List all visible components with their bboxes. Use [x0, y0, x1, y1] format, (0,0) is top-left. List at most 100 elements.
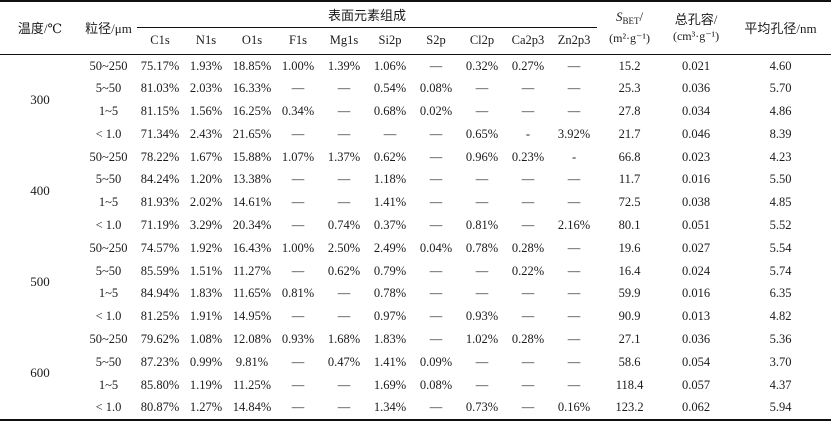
table-row: 1~5 81.15% 1.56% 16.25% 0.34% — 0.68% 0.02% — — — 2…: [0, 100, 831, 123]
value-cell: 18.85%: [232, 58, 272, 73]
header-row-1: 温度/℃ 粒径/μm 表面元素组成 SBET/ (m²·g⁻¹) 总孔容/ (c…: [0, 1, 831, 55]
value-cell: 1.51%: [189, 263, 223, 278]
value-cell: —: [475, 354, 489, 369]
value-cell: 0.99%: [189, 354, 223, 369]
value-cell: —: [337, 286, 351, 301]
value-cell: 81.03%: [140, 81, 180, 96]
value-cell: —: [475, 377, 489, 392]
value-cell: 1.41%: [373, 195, 407, 210]
value-cell: 15.2: [618, 58, 641, 73]
value-cell: 71.34%: [140, 126, 180, 141]
value-cell: 80.1: [618, 218, 641, 233]
header-avg-pore-diameter: 平均孔径/nm: [730, 1, 831, 55]
value-cell: 0.023: [681, 149, 711, 164]
value-cell: 66.8: [618, 149, 641, 164]
particle-size-cell: 5~50: [95, 81, 122, 96]
table-row: 5~50 87.23% 0.99% 9.81% — 0.47% 1.41% 0.09% — — — 5…: [0, 351, 831, 374]
particle-size-cell: 1~5: [98, 377, 119, 392]
value-cell: 2.43%: [189, 126, 223, 141]
value-cell: —: [429, 286, 443, 301]
value-cell: —: [567, 354, 581, 369]
value-cell: 0.057: [681, 377, 711, 392]
value-cell: 0.78%: [465, 240, 499, 255]
value-cell: 3.29%: [189, 218, 223, 233]
value-cell: —: [429, 195, 443, 210]
sbet-subscript: BET: [622, 16, 640, 27]
value-cell: 0.32%: [465, 58, 499, 73]
temperature-cell: 400: [30, 182, 50, 198]
value-cell: 4.23: [769, 149, 792, 164]
value-cell: -: [525, 126, 531, 141]
value-cell: 74.57%: [140, 240, 180, 255]
value-cell: —: [521, 354, 535, 369]
value-cell: 0.08%: [419, 377, 453, 392]
value-cell: 0.054: [681, 354, 711, 369]
header-element-o1s: O1s: [229, 27, 275, 55]
value-cell: —: [429, 218, 443, 233]
value-cell: —: [475, 81, 489, 96]
value-cell: 81.93%: [140, 195, 180, 210]
table-row: < 1.0 71.19% 3.29% 20.34% — 0.74% 0.37% — 0.81% —…: [0, 214, 831, 237]
value-cell: 0.08%: [419, 81, 453, 96]
value-cell: 1.83%: [373, 332, 407, 347]
value-cell: 21.7: [618, 126, 641, 141]
value-cell: 0.97%: [373, 309, 407, 324]
value-cell: —: [475, 263, 489, 278]
value-cell: 1.41%: [373, 354, 407, 369]
value-cell: 16.4: [618, 263, 641, 278]
particle-size-cell: 5~50: [95, 172, 122, 187]
table-row: 300 50~250 75.17% 1.93% 18.85% 1.00% 1.39% 1.06…: [0, 54, 831, 107]
value-cell: —: [337, 377, 351, 392]
value-cell: 6.35: [769, 286, 792, 301]
value-cell: 1.27%: [189, 400, 223, 415]
value-cell: —: [567, 309, 581, 324]
value-cell: 16.33%: [232, 81, 272, 96]
header-particle-size: 粒径/μm: [80, 1, 137, 55]
value-cell: 20.34%: [232, 218, 272, 233]
header-element-c1s: C1s: [137, 27, 183, 55]
pore-volume-units: (cm³·g⁻¹): [672, 28, 720, 43]
header-element-ca2p3: Ca2p3: [505, 27, 551, 55]
value-cell: —: [521, 377, 535, 392]
table-row: 400 50~250 78.22% 1.67% 15.88% 1.07% 1.37% 0.62…: [0, 146, 831, 198]
value-cell: —: [291, 263, 305, 278]
value-cell: 4.86: [769, 104, 792, 119]
value-cell: —: [291, 218, 305, 233]
value-cell: 0.04%: [419, 240, 453, 255]
temperature-cell: 300: [30, 91, 50, 107]
value-cell: 0.96%: [465, 149, 499, 164]
value-cell: —: [521, 309, 535, 324]
value-cell: 0.93%: [465, 309, 499, 324]
value-cell: 5.94: [769, 400, 792, 415]
value-cell: —: [337, 309, 351, 324]
value-cell: 0.73%: [465, 400, 499, 415]
temperature-cell: 600: [30, 365, 50, 381]
pore-volume-label: 总孔容/: [674, 11, 718, 27]
value-cell: 1.91%: [189, 309, 223, 324]
header-element-mg1s: Mg1s: [321, 27, 367, 55]
value-cell: 0.62%: [327, 263, 361, 278]
value-cell: 9.81%: [235, 354, 269, 369]
value-cell: 0.37%: [373, 218, 407, 233]
header-element-f1s: F1s: [275, 27, 321, 55]
value-cell: 118.4: [615, 377, 644, 392]
value-cell: 5.50: [769, 172, 792, 187]
value-cell: 0.16%: [557, 400, 591, 415]
value-cell: —: [337, 195, 351, 210]
value-cell: —: [429, 149, 443, 164]
table-row: 1~5 85.80% 1.19% 11.25% — — 1.69% 0.08% — — — 118.4…: [0, 374, 831, 397]
value-cell: —: [521, 172, 535, 187]
value-cell: —: [475, 195, 489, 210]
value-cell: 2.50%: [327, 240, 361, 255]
value-cell: —: [337, 81, 351, 96]
value-cell: 71.19%: [140, 218, 180, 233]
value-cell: 0.28%: [511, 332, 545, 347]
value-cell: 0.62%: [373, 149, 407, 164]
value-cell: 1.34%: [373, 400, 407, 415]
value-cell: —: [521, 218, 535, 233]
value-cell: 0.22%: [511, 263, 545, 278]
value-cell: -: [571, 149, 577, 164]
value-cell: 0.02%: [419, 104, 453, 119]
value-cell: 1.00%: [281, 240, 315, 255]
value-cell: 1.18%: [373, 172, 407, 187]
